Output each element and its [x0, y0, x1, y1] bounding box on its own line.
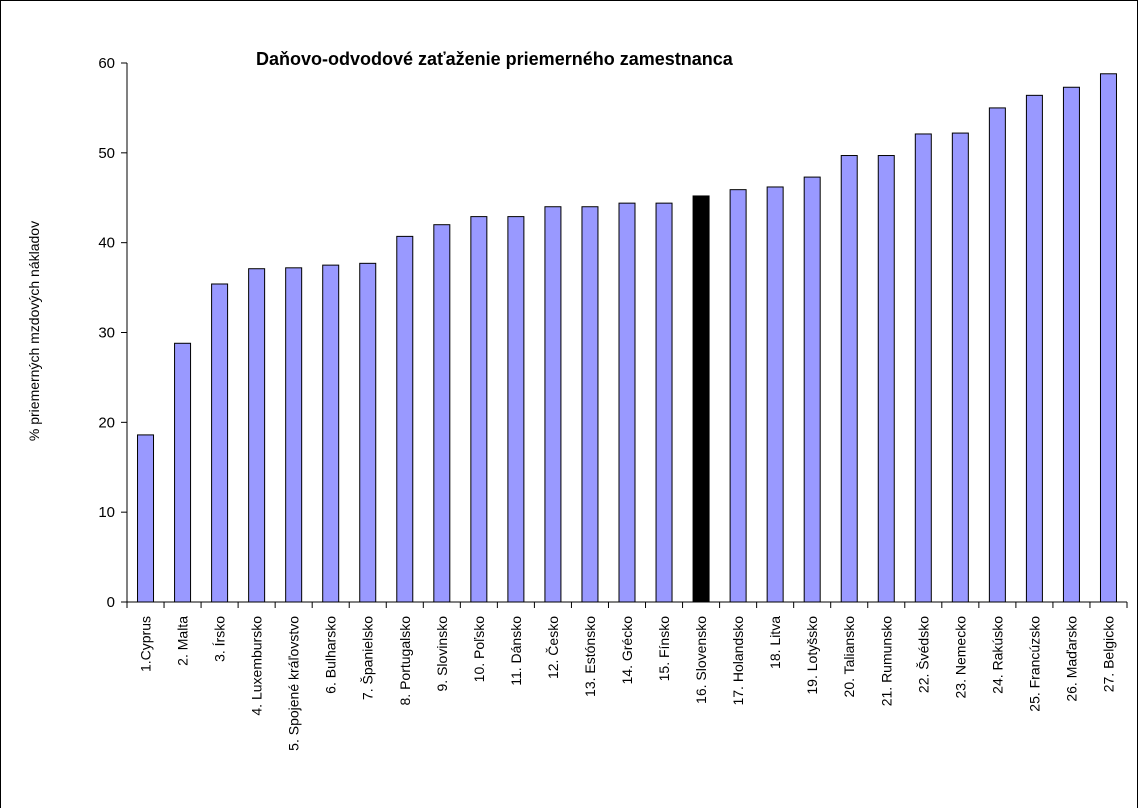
bar — [692, 195, 710, 603]
bar — [581, 206, 599, 603]
category-label: 4. Luxembursko — [249, 616, 265, 716]
bar — [285, 267, 303, 603]
category-label: 18. Litva — [767, 616, 783, 669]
category-label: 20. Taliansko — [841, 616, 857, 698]
bar — [877, 155, 895, 603]
bar — [248, 268, 266, 603]
y-tick-label: 30 — [98, 325, 115, 342]
y-tick-label: 50 — [98, 145, 115, 162]
bar — [470, 216, 488, 603]
bar — [433, 224, 451, 603]
bar — [766, 186, 784, 603]
bar — [840, 155, 858, 603]
category-labels: 1.Cyprus 2. Malta 3. Írsko 4. Luxembursko 5.… — [138, 616, 1117, 751]
category-label: 2. Malta — [175, 616, 191, 666]
category-label: 13. Estónsko — [582, 616, 598, 697]
bars — [137, 73, 1117, 603]
category-label: 7. Španielsko — [360, 616, 376, 700]
category-label: 14. Grécko — [619, 616, 635, 685]
bar — [211, 283, 229, 603]
category-label: 25. Francúzsko — [1026, 616, 1042, 712]
category-label: 3. Írsko — [212, 616, 228, 662]
category-label: 16. Slovensko — [693, 616, 709, 704]
y-tick-label: 10 — [98, 504, 115, 521]
category-label: 27. Belgicko — [1100, 616, 1116, 692]
bar — [729, 189, 747, 603]
y-tick-label: 60 — [98, 55, 115, 72]
y-tick-label: 40 — [98, 235, 115, 252]
category-label: 21. Rumunsko — [878, 616, 894, 706]
bar — [396, 235, 414, 603]
category-label: 5. Spojené kráľovstvo — [286, 616, 302, 751]
bar — [174, 342, 192, 603]
bar — [507, 216, 525, 603]
category-label: 9. Slovinsko — [434, 616, 450, 692]
chart-title: Daňovo-odvodové zaťaženie priemerného za… — [256, 49, 734, 69]
category-label: 23. Nemecko — [952, 616, 968, 699]
y-axis-label: % priemerných mzdových nákladov — [26, 221, 42, 441]
category-label: 6. Bulharsko — [323, 616, 339, 694]
category-label: 24. Rakúsko — [989, 616, 1005, 694]
bar — [618, 202, 636, 603]
bar — [1099, 73, 1117, 603]
y-tick-label: 0 — [107, 594, 115, 611]
y-tick-label: 20 — [98, 414, 115, 431]
bar — [1062, 86, 1080, 603]
bar — [359, 262, 377, 603]
bar — [1025, 94, 1043, 603]
category-label: 15. Fínsko — [656, 616, 672, 682]
category-label: 10. Poľsko — [471, 616, 487, 683]
category-label: 12. Česko — [545, 616, 561, 679]
category-label: 17. Holandsko — [730, 616, 746, 706]
category-label: 8. Portugalsko — [397, 616, 413, 706]
category-label: 22. Švédsko — [915, 616, 931, 693]
category-label: 1.Cyprus — [138, 616, 154, 672]
bar — [951, 132, 969, 603]
category-label: 26. Maďarsko — [1063, 616, 1079, 702]
bar — [137, 434, 155, 603]
bar — [322, 264, 340, 603]
bar — [914, 133, 932, 603]
bar — [988, 107, 1006, 603]
bar — [655, 202, 673, 603]
category-label: 19. Lotyšsko — [804, 616, 820, 695]
category-label: 11. Dánsko — [508, 616, 524, 686]
bar — [544, 206, 562, 603]
bar — [803, 176, 821, 603]
